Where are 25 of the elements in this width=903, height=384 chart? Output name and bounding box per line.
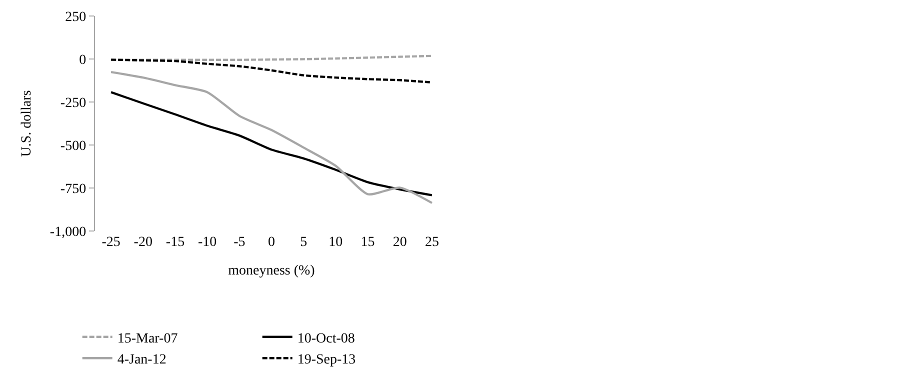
y-tick-label: 0 (79, 52, 86, 68)
x-tick-label: 25 (424, 235, 439, 250)
x-axis-title: moneyness (%) (228, 263, 316, 278)
x-tick-label: 10 (328, 235, 343, 250)
y-tick-label: -750 (60, 182, 86, 197)
x-tick-label: -20 (134, 235, 152, 250)
legend-label: 4-Jan-12 (117, 352, 166, 368)
x-tick-label: -15 (166, 235, 185, 250)
y-tick-label: -500 (60, 138, 86, 154)
line-series (110, 70, 434, 204)
y-axis-title: U.S. dollars (20, 90, 35, 157)
legend-label: 15-Mar-07 (117, 331, 178, 346)
x-tick-label: 20 (392, 235, 407, 250)
y-tick-label: -1,000 (50, 224, 86, 240)
x-tick-label: -5 (234, 235, 246, 250)
x-tick-label: -25 (102, 235, 120, 250)
x-tick-label: 0 (268, 235, 275, 250)
y-tick-label: 250 (65, 10, 86, 25)
line-series (110, 91, 434, 196)
y-tick-label: -250 (60, 96, 86, 111)
legend-label: 10-Oct-08 (297, 331, 355, 346)
x-tick-label: 15 (360, 235, 375, 250)
legend-label: 19-Sep-13 (297, 352, 356, 368)
x-tick-label: 5 (300, 235, 308, 250)
x-tick-label: -10 (198, 235, 217, 250)
